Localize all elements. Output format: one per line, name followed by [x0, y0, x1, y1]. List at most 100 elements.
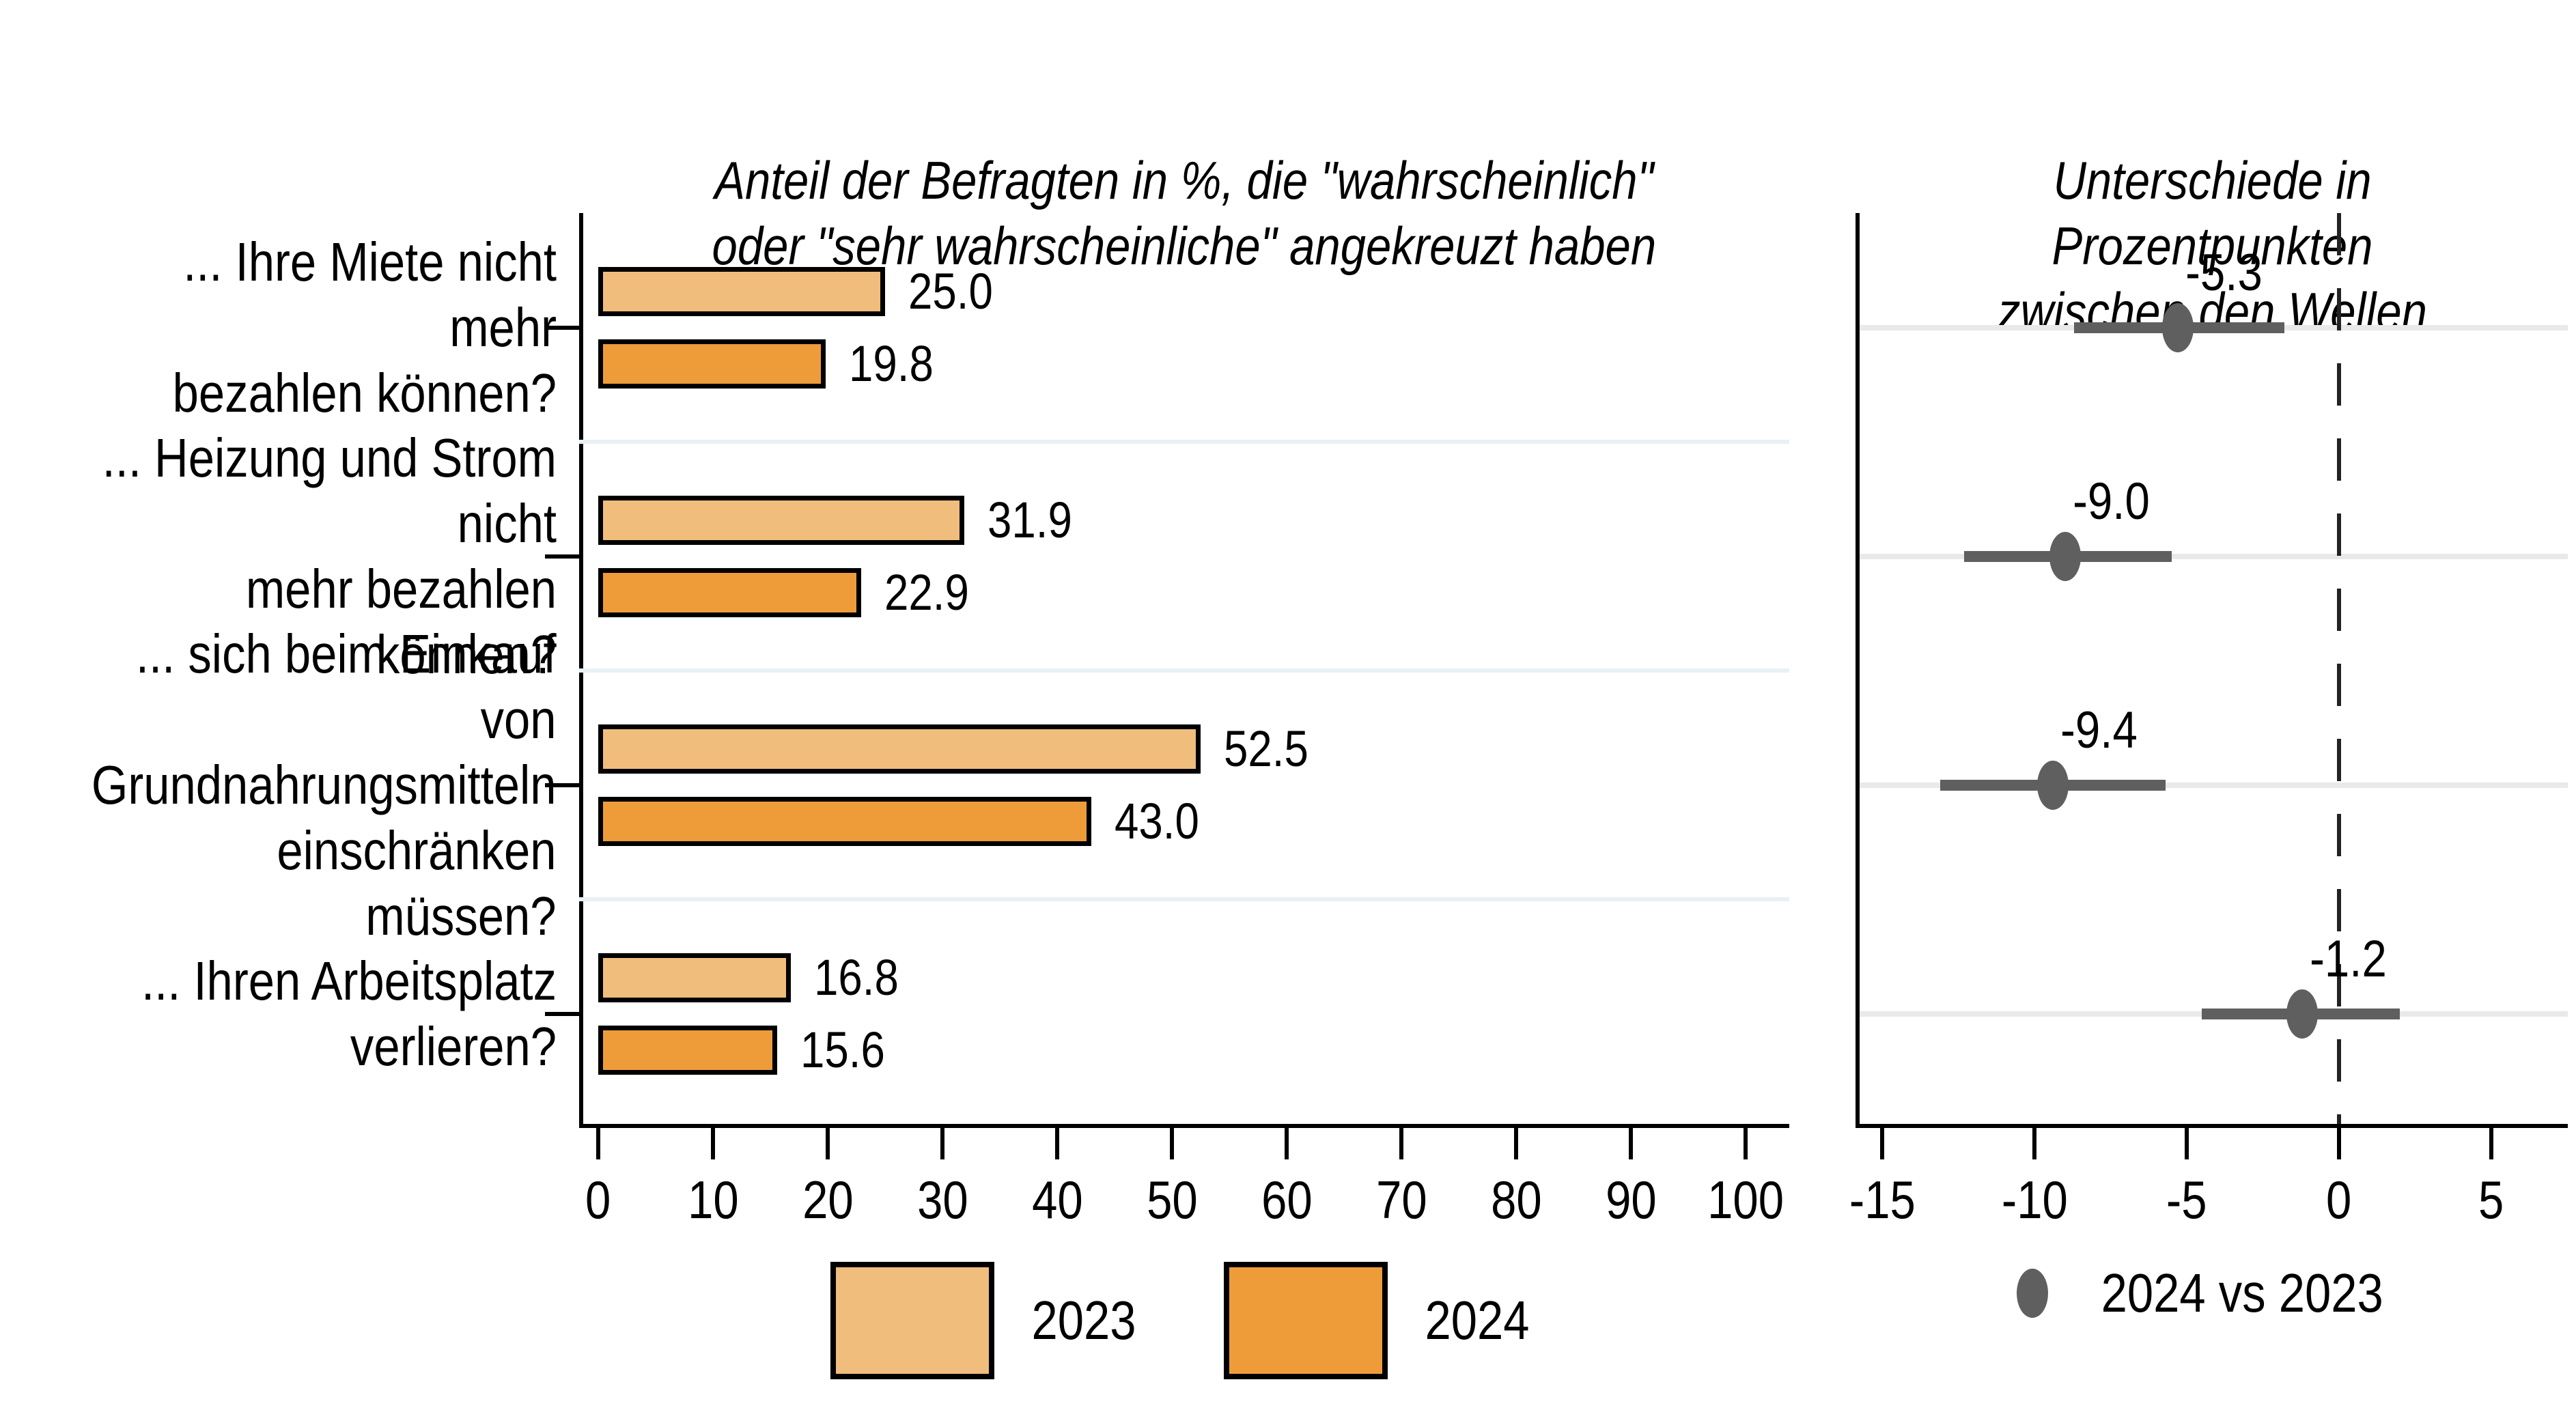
x-axis-tick-label: 90 [1556, 1170, 1706, 1229]
bar-value-label: 19.8 [849, 339, 947, 389]
bar-2024 [598, 339, 826, 389]
x-axis-tick-text: 0 [585, 1170, 611, 1230]
x-axis-tick [1880, 1128, 1884, 1159]
bar-value-label: 16.8 [814, 949, 912, 1006]
legend-item-2023: 2023 [830, 1262, 1145, 1379]
x-axis-tick-label: 40 [982, 1170, 1132, 1229]
x-axis-tick [940, 1128, 944, 1159]
left-panel-title: Anteil der Befragten in %, die "wahrsche… [579, 82, 1789, 279]
x-axis-tick-label: 100 [1670, 1170, 1821, 1229]
x-axis-tick [1055, 1128, 1059, 1159]
estimate-dot [2037, 761, 2069, 810]
x-axis-tick-text: 80 [1490, 1170, 1542, 1230]
bar-value-label: 43.0 [1115, 796, 1213, 847]
category-label: ... Ihren Arbeitsplatz verlieren? [20, 905, 557, 1123]
legend-label-diff: 2024 vs 2023 [2101, 1263, 2384, 1323]
x-axis-tick-text: 70 [1375, 1170, 1427, 1230]
x-axis-tick [2185, 1128, 2189, 1159]
estimate-value-label: -9.4 [2017, 699, 2181, 762]
legend-item-2024: 2024 [1224, 1262, 1538, 1379]
bar-value-text: 16.8 [814, 949, 899, 1006]
estimate-dot [2286, 989, 2318, 1039]
category-label-text: ... Heizung und Strom nicht mehr bezahle… [102, 427, 557, 685]
x-axis-tick-text: 20 [802, 1170, 854, 1230]
x-axis-tick-text: 90 [1605, 1170, 1657, 1230]
x-axis-tick [1514, 1128, 1518, 1159]
estimate-value-label: -5.3 [2142, 242, 2306, 305]
x-axis-tick-text: 40 [1031, 1170, 1083, 1230]
x-axis-tick [1285, 1128, 1289, 1159]
bar-value-text: 22.9 [884, 564, 969, 621]
y-axis-tick [545, 554, 579, 559]
x-axis-tick [2337, 1128, 2341, 1159]
x-axis-tick [826, 1128, 830, 1159]
bar-2023 [598, 496, 964, 545]
x-axis-tick-text: 0 [2326, 1170, 2352, 1230]
x-axis-tick-text: 10 [687, 1170, 739, 1230]
x-axis-tick [1629, 1128, 1633, 1159]
estimate-value-text: -9.4 [2060, 701, 2138, 759]
x-axis-tick-text: -15 [1849, 1170, 1916, 1230]
bar-2023 [598, 724, 1201, 774]
x-axis-tick [596, 1128, 600, 1159]
bar-2024 [598, 797, 1091, 846]
x-axis-tick-label: 30 [867, 1170, 1018, 1229]
left-panel-x-axis [579, 1124, 1789, 1128]
estimate-value-text: -9.0 [2072, 473, 2150, 531]
legend-swatch-2023-icon [830, 1262, 995, 1379]
x-axis-tick-text: 50 [1146, 1170, 1198, 1230]
x-axis-tick-label: 10 [638, 1170, 788, 1229]
legend-dot-icon [2017, 1269, 2049, 1318]
dot-chart-plot: -5.3 -9.0 -9.4 -1.2 -15 -10 -5 0 5 [1849, 213, 2568, 1229]
bar-value-text: 52.5 [1224, 720, 1308, 777]
x-axis-tick [711, 1128, 715, 1159]
x-axis-tick-label: 60 [1212, 1170, 1362, 1229]
bar-2024 [598, 1026, 777, 1075]
bar-value-text: 31.9 [988, 492, 1072, 548]
dot-chart-legend: 2024 vs 2023 [1856, 1262, 2568, 1325]
x-axis-tick-label: 70 [1326, 1170, 1476, 1229]
x-axis-tick-label: -15 [1807, 1170, 1957, 1229]
category-label: ... sich beim Einkauf von Grundnahrungsm… [20, 623, 557, 946]
bar-2024 [598, 568, 861, 617]
row-gridline [1856, 554, 2568, 559]
category-label-text: ... Ihren Arbeitsplatz verlieren? [141, 950, 557, 1077]
x-axis-tick-text: 30 [916, 1170, 968, 1230]
bar-value-label: 25.0 [908, 263, 1007, 320]
x-axis-tick-text: 5 [2478, 1170, 2504, 1230]
bar-chart-plot: 25.0 19.8 31.9 22.9 52.5 43.0 16.8 15.6 0 10 20 30 4… [545, 213, 1789, 1229]
legend-label-2024: 2024 [1425, 1290, 1530, 1351]
right-panel-x-axis [1856, 1124, 2568, 1128]
x-axis-tick [1399, 1128, 1403, 1159]
y-axis-tick [545, 326, 579, 330]
legend-label-2023: 2023 [1031, 1290, 1136, 1351]
x-axis-tick-text: -10 [2001, 1170, 2068, 1230]
x-axis-tick-label: 20 [753, 1170, 903, 1229]
bar-value-label: 52.5 [1224, 724, 1322, 774]
x-axis-tick [2489, 1128, 2493, 1159]
bar-value-label: 22.9 [884, 564, 983, 621]
x-axis-tick-label: 0 [2264, 1170, 2414, 1229]
zero-reference-line [2337, 213, 2341, 1128]
bar-chart-legend: 2023 2024 [579, 1262, 1789, 1379]
bar-2023 [598, 267, 885, 316]
category-label: ... Heizung und Strom nicht mehr bezahle… [20, 427, 557, 685]
bar-value-label: 15.6 [800, 1021, 899, 1078]
x-axis-tick-label: -5 [2112, 1170, 2262, 1229]
x-axis-tick-label: 0 [523, 1170, 673, 1229]
x-axis-tick-text: 60 [1261, 1170, 1313, 1230]
y-axis-tick [545, 783, 579, 787]
bar-2023 [598, 953, 791, 1002]
x-axis-tick [1170, 1128, 1174, 1159]
x-axis-tick [2032, 1128, 2036, 1159]
category-separator-line [579, 897, 1789, 901]
x-axis-tick-label: 5 [2416, 1170, 2566, 1229]
bar-value-text: 15.6 [800, 1021, 885, 1078]
estimate-value-label: -9.0 [2029, 470, 2193, 533]
x-axis-tick [1744, 1128, 1748, 1159]
x-axis-tick-label: 50 [1097, 1170, 1247, 1229]
estimate-value-label: -1.2 [2266, 928, 2430, 991]
bar-value-text: 25.0 [908, 263, 993, 320]
category-label: ... Ihre Miete nicht mehr bezahlen könne… [20, 218, 557, 437]
right-panel-y-axis [1856, 213, 1860, 1128]
